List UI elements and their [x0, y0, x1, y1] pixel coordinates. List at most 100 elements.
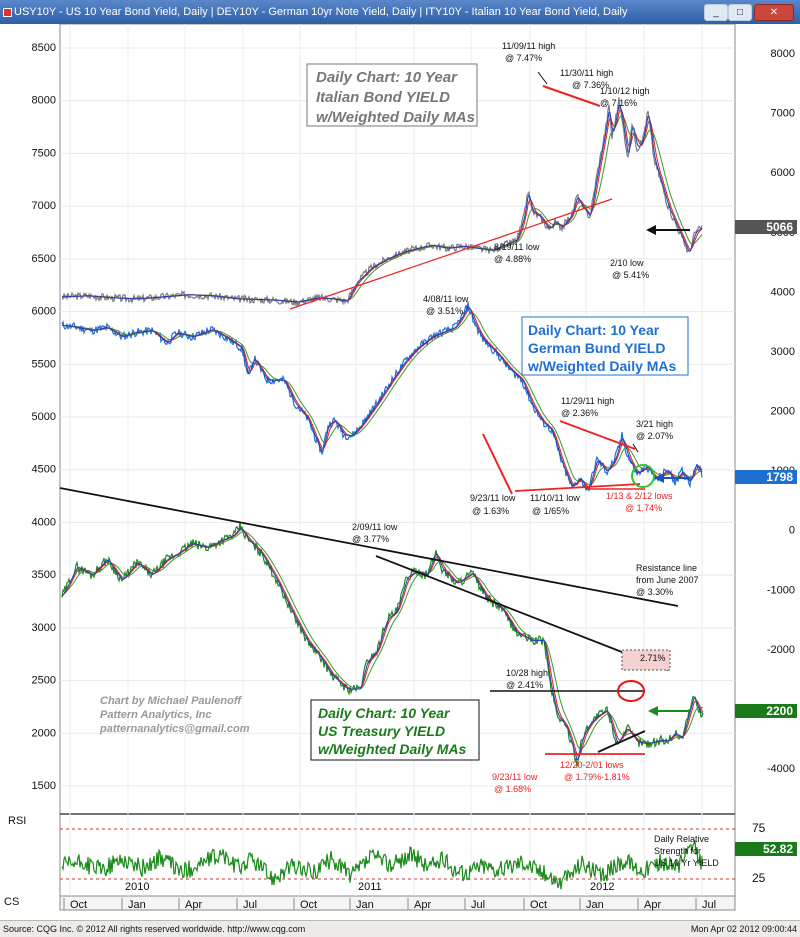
target-box — [621, 649, 671, 671]
annotation-label: Daily Chart: 10 Year — [316, 69, 458, 86]
italy-title-box — [306, 63, 478, 127]
x-tick-label: Jul — [702, 899, 716, 911]
x-tick-label: Jul — [471, 899, 485, 911]
germany-low-line — [514, 483, 641, 492]
close-button[interactable]: ✕ — [754, 4, 794, 21]
us-arrow — [648, 706, 690, 716]
annotation-label: 4/08/11 low — [423, 294, 469, 304]
annotation-label: 75 — [752, 821, 766, 835]
x-tick-label: Oct — [70, 899, 87, 911]
annotation-label: patternanalytics@gmail.com — [99, 723, 250, 735]
germany-title-box — [521, 316, 689, 376]
annotation-label: @ 2.07% — [636, 431, 673, 441]
right-axis: 800070006000500040003000200010000-1000-2… — [767, 48, 795, 775]
minimize-button[interactable]: _ — [704, 4, 728, 21]
annotation-label: 1/10/12 high — [600, 86, 650, 96]
annotation-label: Resistance line — [636, 563, 697, 573]
annotation-label: German Bund YIELD — [528, 340, 665, 356]
right-value-germany: 1798 — [766, 470, 793, 484]
x-tick-label: Jul — [243, 899, 257, 911]
annotation-label: Italian Bond YIELD — [316, 89, 450, 106]
left-tick-label: 1500 — [32, 780, 56, 792]
pointer-german-high — [632, 443, 639, 453]
annotation-label: @ 7.47% — [505, 53, 542, 63]
us-resistance-line-2011 — [375, 555, 669, 671]
x-tick-label: Jan — [128, 899, 146, 911]
annotation-label: @ 5.41% — [612, 270, 649, 280]
x-tick-label: Jan — [586, 899, 604, 911]
x-axis: Oct Jan Apr Jul Oct Jan Apr Jul Oct Jan Apr Jul 2010… — [63, 881, 716, 911]
annotation-label: RSI — [8, 815, 26, 827]
annotation-label: 11/29/11 high — [561, 396, 614, 406]
annotation-label: @ 3.77% — [352, 534, 389, 544]
annotation-label: 2/09/11 low — [352, 522, 398, 532]
us-support-line — [597, 730, 646, 753]
italy-price-label-bg — [735, 220, 797, 234]
italy-support-line — [289, 198, 613, 310]
annotation-label: Strength for — [654, 846, 701, 856]
germany-arrow — [654, 473, 690, 483]
right-tick-label: 3000 — [771, 346, 795, 358]
us-title-box — [310, 699, 480, 761]
annotation-label: @ 2.41% — [506, 680, 543, 690]
annotation-label: @ 4.88% — [494, 254, 531, 264]
us-price-label-bg — [735, 704, 797, 718]
annotation-label: US 10 Yr YIELD — [654, 858, 719, 868]
left-tick-label: 8000 — [32, 95, 56, 107]
right-tick-label: 6000 — [771, 167, 795, 179]
x-tick-label: Oct — [530, 899, 547, 911]
series-2 — [61, 522, 704, 767]
annotation-label: 12/20-2/01 lows — [560, 760, 624, 770]
left-tick-label: 2000 — [32, 727, 56, 739]
right-tick-label: 8000 — [771, 48, 795, 60]
right-tick-label: 7000 — [771, 108, 795, 120]
maximize-button[interactable]: □ — [728, 4, 752, 21]
status-source: Source: CQG Inc. © 2012 All rights reser… — [3, 924, 306, 934]
annotation-label: CS — [4, 896, 19, 908]
annotation-label: Daily Chart: 10 Year — [318, 705, 451, 721]
ma-fast-line — [62, 104, 703, 303]
annotation-label: @ 1.63% — [472, 506, 509, 516]
left-tick-label: 6000 — [32, 306, 56, 318]
annotation-label: US Treasury YIELD — [318, 723, 445, 739]
app-icon — [3, 8, 12, 17]
year-label: 2012 — [590, 881, 614, 893]
annotation-label: w/Weighted Daily MAs — [527, 358, 677, 374]
left-tick-label: 3500 — [32, 569, 56, 581]
left-tick-label: 2500 — [32, 675, 56, 687]
annotation-label: 1/13 & 2/12 lows — [606, 491, 673, 501]
left-tick-label: 4500 — [32, 464, 56, 476]
series-layer — [61, 97, 704, 890]
us-circle-marker — [617, 680, 645, 702]
annotation-label: 3/21 high — [636, 419, 673, 429]
left-tick-label: 7000 — [32, 200, 56, 212]
ma-fast-line — [61, 527, 704, 761]
annotation-label: Pattern Analytics, Inc — [100, 709, 211, 721]
annotation-label: @ 7.16% — [600, 98, 637, 108]
time-axis-bar — [59, 895, 736, 911]
right-value-us: 2200 — [766, 704, 793, 718]
germany-decline-line — [482, 433, 513, 495]
rsi-pane — [59, 813, 736, 897]
window-title-bar[interactable]: USY10Y - US 10 Year Bond Yield, Daily | … — [0, 0, 800, 24]
right-value-italy: 5066 — [766, 220, 793, 234]
series-1 — [61, 301, 703, 492]
left-tick-label: 5500 — [32, 358, 56, 370]
annotation-label: 9/23/11 low — [470, 493, 516, 503]
left-tick-label: 5000 — [32, 411, 56, 423]
year-label: 2011 — [358, 881, 382, 893]
pointer-italy-high — [537, 71, 548, 85]
right-tick-label: 4000 — [771, 286, 795, 298]
left-tick-label: 3000 — [32, 622, 56, 634]
annotation-label: from June 2007 — [636, 575, 699, 585]
year-label: 2010 — [125, 881, 149, 893]
annotation-label: 11/10/11 low — [530, 493, 580, 503]
ma-slow-line — [61, 531, 704, 750]
annotation-label: 10/28 high — [506, 668, 548, 678]
x-tick-label: Apr — [414, 899, 431, 911]
status-bar: Source: CQG Inc. © 2012 All rights reser… — [0, 920, 800, 937]
x-tick-label: Oct — [300, 899, 317, 911]
annotation-label: w/Weighted Daily MAs — [316, 109, 475, 126]
status-timestamp: Mon Apr 02 2012 09:00:44 — [690, 924, 797, 934]
ma-mid-line — [61, 528, 704, 757]
